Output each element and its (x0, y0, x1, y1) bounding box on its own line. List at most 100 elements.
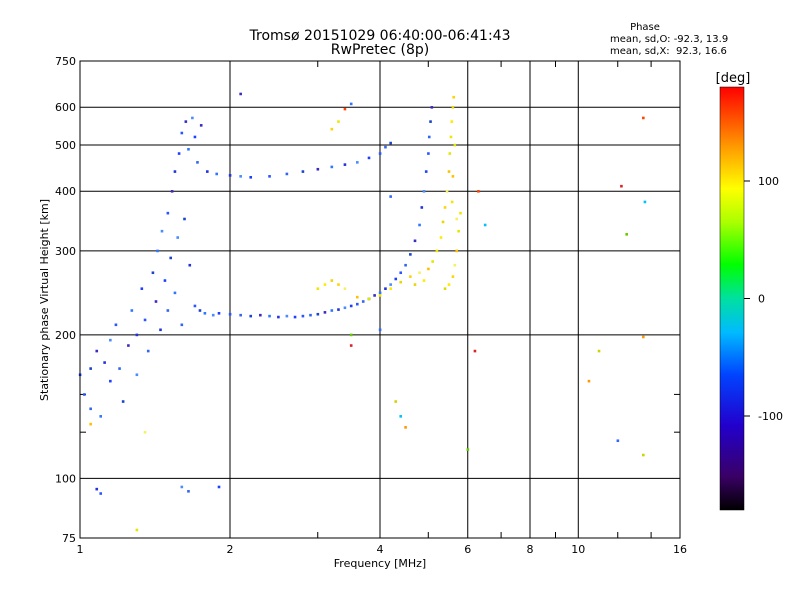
data-point (323, 283, 327, 286)
data-point (337, 308, 340, 311)
colorbar-ticks: 100 0 -100 (744, 175, 783, 423)
data-point (151, 271, 155, 275)
data-point (239, 175, 242, 178)
data-point (355, 302, 359, 306)
data-point (301, 314, 305, 318)
colorbar-tick-label: -100 (758, 410, 783, 423)
data-point (180, 131, 184, 135)
data-point (239, 313, 242, 317)
data-point (477, 190, 480, 193)
data-point (109, 338, 112, 342)
data-point (154, 300, 158, 303)
plot-frame (79, 60, 681, 539)
phase-stats-o: mean, sd,O: -92.3, 13.9 (610, 34, 728, 45)
data-point (616, 439, 620, 443)
data-point (330, 165, 334, 169)
y-tick-labels: 75 100 200 300 400 500 600 750 (55, 55, 76, 545)
data-point (447, 170, 451, 173)
data-point (448, 152, 452, 155)
data-point (466, 448, 470, 451)
chart-subtitle: RwPretec (8p) (331, 42, 429, 58)
data-point (337, 120, 340, 123)
data-point (394, 277, 398, 281)
data-point (121, 400, 125, 403)
data-point (355, 161, 359, 164)
data-point (163, 279, 167, 282)
data-point (643, 200, 647, 204)
data-point (451, 175, 455, 178)
data-point (203, 311, 207, 315)
data-point (156, 249, 159, 253)
data-point (642, 453, 645, 457)
data-point (211, 313, 215, 317)
y-tick-label: 750 (55, 55, 76, 68)
x-tick-label: 4 (377, 543, 384, 556)
data-point (642, 116, 645, 120)
data-point (170, 190, 174, 193)
data-point (330, 127, 334, 131)
data-point (285, 172, 289, 176)
data-point (409, 275, 412, 278)
y-tick-label: 500 (55, 139, 76, 152)
y-tick-label: 400 (55, 185, 76, 198)
data-point (198, 309, 202, 312)
data-point (160, 229, 164, 233)
data-point (95, 487, 99, 491)
data-point (187, 490, 190, 493)
x-tick-label: 2 (227, 543, 234, 556)
data-point (427, 152, 430, 155)
data-point (143, 318, 147, 322)
data-point (215, 172, 219, 176)
data-point (349, 333, 353, 337)
y-tick-label: 600 (55, 101, 76, 114)
data-point (439, 236, 443, 239)
data-point (349, 344, 353, 347)
data-point (228, 312, 232, 316)
data-point (285, 314, 289, 318)
y-tick-label: 200 (55, 329, 76, 342)
data-point (597, 349, 601, 353)
grid (80, 61, 680, 538)
data-point (176, 236, 180, 239)
data-point (451, 106, 455, 109)
data-point (193, 135, 197, 139)
data-point (404, 426, 407, 429)
data-point (483, 223, 487, 227)
data-point (378, 294, 382, 297)
data-point (146, 349, 150, 353)
data-point (193, 304, 197, 308)
data-point (441, 220, 445, 224)
data-point (384, 145, 387, 149)
data-point (450, 200, 454, 204)
data-point (180, 485, 184, 489)
data-point (183, 217, 186, 221)
data-point (473, 349, 477, 353)
data-point (140, 287, 144, 290)
data-point (114, 323, 118, 327)
x-tick-label: 8 (527, 543, 534, 556)
data-point (455, 249, 459, 253)
data-point (173, 170, 177, 173)
data-point (435, 249, 439, 253)
data-point (389, 141, 392, 145)
colorbar-tick-label: 100 (758, 175, 779, 188)
data-point (429, 120, 432, 123)
data-point (316, 167, 320, 171)
data-point (355, 295, 359, 299)
data-point (378, 291, 382, 295)
data-point (343, 107, 347, 111)
data-point (277, 315, 280, 319)
data-point (443, 206, 447, 209)
data-point (316, 287, 320, 290)
data-point (323, 311, 327, 314)
data-point (135, 333, 139, 337)
data-point (394, 400, 398, 403)
data-point (430, 106, 434, 109)
data-point (228, 174, 232, 177)
data-point (620, 184, 623, 188)
phase-stats-x: mean, sd,X: 92.3, 16.6 (610, 46, 727, 57)
data-point (99, 492, 103, 495)
data-point (217, 311, 221, 315)
data-point (424, 170, 428, 173)
